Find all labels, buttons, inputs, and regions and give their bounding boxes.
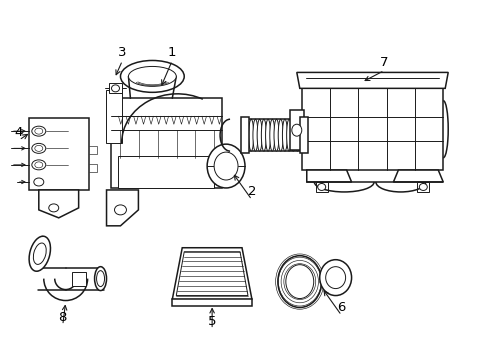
Bar <box>301 88 442 170</box>
Ellipse shape <box>265 119 270 151</box>
Ellipse shape <box>114 205 126 215</box>
Bar <box>315 182 327 192</box>
Ellipse shape <box>252 119 257 151</box>
Bar <box>88 164 96 172</box>
Ellipse shape <box>111 85 119 92</box>
Bar <box>118 156 214 188</box>
Ellipse shape <box>294 119 300 151</box>
Ellipse shape <box>34 178 44 186</box>
Ellipse shape <box>248 119 253 151</box>
Ellipse shape <box>35 162 42 168</box>
Ellipse shape <box>290 119 295 151</box>
Ellipse shape <box>273 119 279 151</box>
Ellipse shape <box>207 144 244 188</box>
Ellipse shape <box>325 267 345 289</box>
Ellipse shape <box>257 119 262 151</box>
Ellipse shape <box>33 243 46 264</box>
Ellipse shape <box>32 160 46 170</box>
Ellipse shape <box>29 236 50 271</box>
Ellipse shape <box>49 204 59 212</box>
Ellipse shape <box>35 145 42 151</box>
Ellipse shape <box>214 152 238 180</box>
Bar <box>172 298 251 306</box>
Ellipse shape <box>291 124 301 136</box>
Ellipse shape <box>278 119 283 151</box>
Ellipse shape <box>319 260 351 296</box>
Ellipse shape <box>32 143 46 153</box>
Bar <box>299 117 307 153</box>
Ellipse shape <box>419 184 427 190</box>
Ellipse shape <box>285 265 313 298</box>
Text: 4: 4 <box>15 126 23 139</box>
Text: 6: 6 <box>337 301 345 314</box>
Text: 7: 7 <box>380 56 388 69</box>
Ellipse shape <box>299 119 304 151</box>
Bar <box>241 117 248 153</box>
Ellipse shape <box>269 119 274 151</box>
Ellipse shape <box>244 119 249 151</box>
Text: 5: 5 <box>207 315 216 328</box>
Bar <box>108 84 122 93</box>
Polygon shape <box>296 72 447 88</box>
Polygon shape <box>306 170 351 182</box>
Text: 2: 2 <box>247 185 256 198</box>
Ellipse shape <box>282 119 287 151</box>
Bar <box>72 272 85 285</box>
Text: 1: 1 <box>168 46 176 59</box>
Text: 8: 8 <box>59 311 67 324</box>
Ellipse shape <box>32 126 46 136</box>
Polygon shape <box>393 170 442 182</box>
Ellipse shape <box>94 267 106 291</box>
Bar <box>289 110 303 150</box>
Polygon shape <box>105 90 122 143</box>
Bar <box>110 98 222 188</box>
Bar <box>416 182 428 192</box>
Text: 3: 3 <box>118 46 126 59</box>
Ellipse shape <box>96 271 104 287</box>
Ellipse shape <box>317 184 325 190</box>
Ellipse shape <box>35 128 42 134</box>
Ellipse shape <box>277 256 321 307</box>
Bar <box>29 118 88 190</box>
Polygon shape <box>39 190 79 218</box>
Polygon shape <box>106 190 138 226</box>
Ellipse shape <box>261 119 266 151</box>
Polygon shape <box>172 248 251 300</box>
Ellipse shape <box>128 67 176 86</box>
Ellipse shape <box>120 60 184 92</box>
Bar <box>88 146 96 154</box>
Ellipse shape <box>286 119 291 151</box>
